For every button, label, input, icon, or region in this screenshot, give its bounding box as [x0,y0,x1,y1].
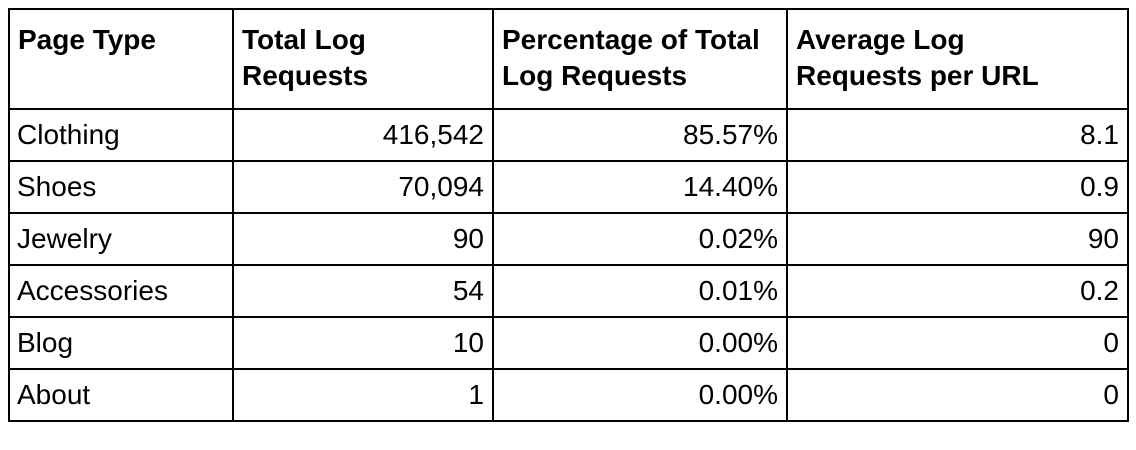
header-row: Page Type Total Log Requests Percentage … [8,8,1129,110]
cell-avg-requests-per-url: 0.9 [786,160,1129,214]
column-header-percentage-of-total: Percentage of Total Log Requests [492,8,788,110]
cell-percentage-of-total: 14.40% [492,160,788,214]
table-row: Accessories 54 0.01% 0.2 [8,264,1129,318]
cell-avg-requests-per-url: 0.2 [786,264,1129,318]
cell-avg-requests-per-url: 0 [786,316,1129,370]
cell-total-log-requests: 416,542 [232,108,494,162]
table-row: Blog 10 0.00% 0 [8,316,1129,370]
cell-total-log-requests: 10 [232,316,494,370]
cell-page-type: About [8,368,234,422]
cell-percentage-of-total: 0.00% [492,368,788,422]
cell-avg-requests-per-url: 0 [786,368,1129,422]
cell-page-type: Clothing [8,108,234,162]
cell-avg-requests-per-url: 8.1 [786,108,1129,162]
cell-total-log-requests: 90 [232,212,494,266]
table-row: Jewelry 90 0.02% 90 [8,212,1129,266]
cell-percentage-of-total: 0.00% [492,316,788,370]
cell-page-type: Accessories [8,264,234,318]
cell-percentage-of-total: 0.01% [492,264,788,318]
table-row: Shoes 70,094 14.40% 0.9 [8,160,1129,214]
cell-percentage-of-total: 85.57% [492,108,788,162]
log-requests-table: Page Type Total Log Requests Percentage … [8,8,1129,422]
cell-total-log-requests: 1 [232,368,494,422]
table-row: About 1 0.00% 0 [8,368,1129,422]
table-row: Clothing 416,542 85.57% 8.1 [8,108,1129,162]
cell-total-log-requests: 54 [232,264,494,318]
column-header-total-log-requests: Total Log Requests [232,8,494,110]
column-header-avg-requests-per-url: Average Log Requests per URL [786,8,1129,110]
cell-percentage-of-total: 0.02% [492,212,788,266]
cell-page-type: Blog [8,316,234,370]
cell-page-type: Shoes [8,160,234,214]
cell-total-log-requests: 70,094 [232,160,494,214]
column-header-page-type: Page Type [8,8,234,110]
cell-page-type: Jewelry [8,212,234,266]
cell-avg-requests-per-url: 90 [786,212,1129,266]
